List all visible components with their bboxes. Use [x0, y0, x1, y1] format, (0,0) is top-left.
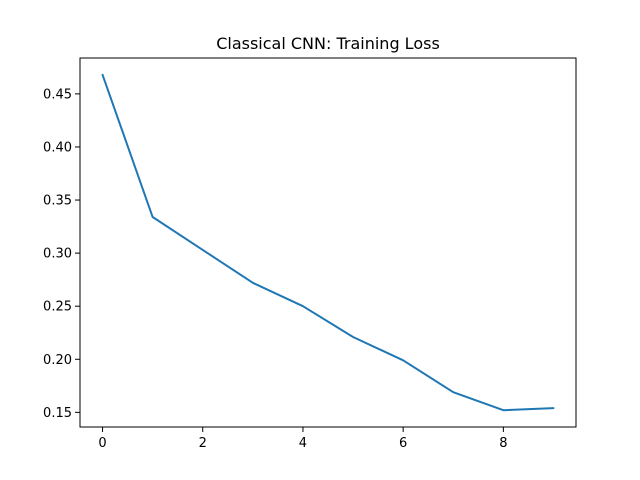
x-tick-label: 6: [399, 436, 407, 451]
y-tick-label: 0.45: [43, 87, 72, 102]
y-tick-label: 0.25: [43, 300, 72, 315]
x-axis: 0 2 4 6 8: [98, 427, 507, 451]
x-tick-label: 8: [499, 436, 507, 451]
y-tick-label: 0.15: [43, 406, 72, 421]
x-tick-label: 4: [299, 436, 307, 451]
x-tick-label: 0: [98, 436, 106, 451]
y-tick-label: 0.40: [43, 140, 72, 155]
training-loss-line: [101, 73, 555, 412]
series-layer: [101, 73, 555, 412]
y-axis: 0.15 0.20 0.25 0.30 0.35 0.40 0.45: [43, 87, 80, 421]
y-tick-label: 0.35: [43, 194, 72, 209]
plot-area: [79, 57, 577, 428]
x-tick-label: 2: [199, 436, 207, 451]
chart-title: Classical CNN: Training Loss: [216, 34, 440, 53]
y-tick-label: 0.30: [43, 247, 72, 262]
y-tick-label: 0.20: [43, 353, 72, 368]
